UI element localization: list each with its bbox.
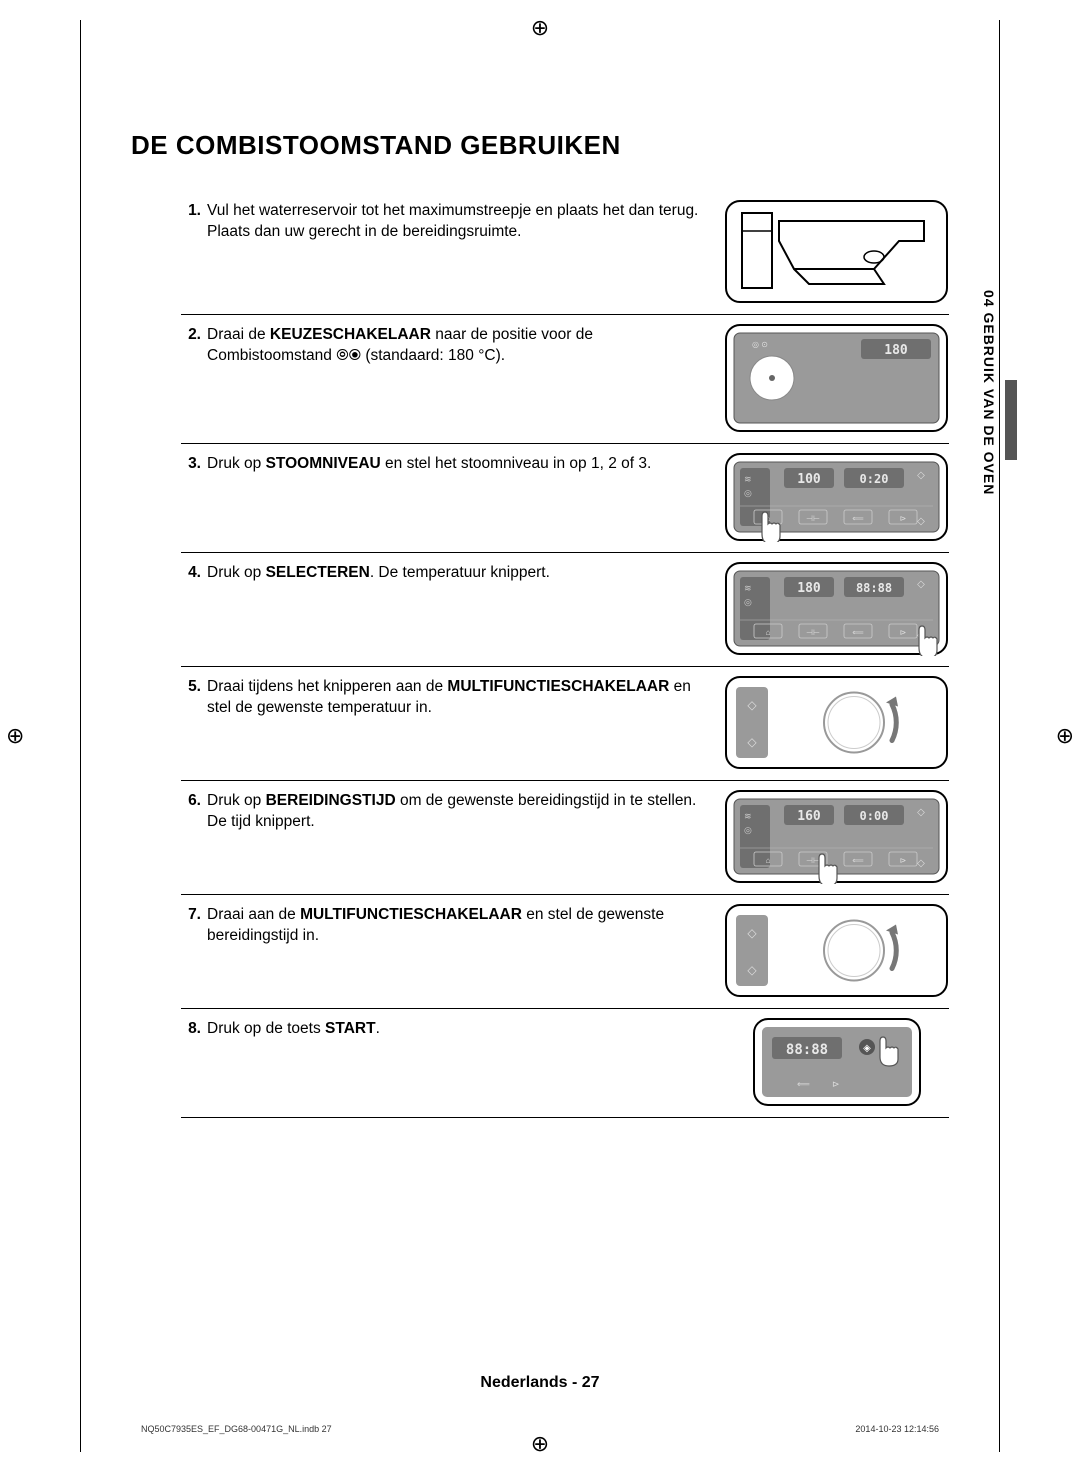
svg-text:◎ ⊙: ◎ ⊙ [752, 340, 768, 349]
svg-text:◇: ◇ [747, 963, 757, 977]
step-text: 5. Draai tijdens het knipperen aan de MU… [181, 675, 699, 770]
steps-list: 1. Vul het waterreservoir tot het maximu… [181, 191, 949, 1118]
svg-text:⊳: ⊳ [900, 628, 907, 637]
instruction-step: 2. Draai de KEUZESCHAKELAAR naar de posi… [181, 315, 949, 444]
step-text: 6. Druk op BEREIDINGSTIJD om de gewenste… [181, 789, 699, 884]
instruction-step: 4. Druk op SELECTEREN. De temperatuur kn… [181, 553, 949, 667]
svg-text:≋: ≋ [744, 583, 752, 593]
svg-text:⟸: ⟸ [797, 1079, 810, 1089]
step-text: 8. Druk op de toets START. [181, 1017, 699, 1107]
svg-text:◎: ◎ [744, 488, 752, 498]
svg-text:⊣⊢: ⊣⊢ [806, 514, 820, 523]
svg-text:160: 160 [797, 809, 821, 824]
svg-text:≋: ≋ [744, 474, 752, 484]
svg-text:◈: ◈ [863, 1043, 871, 1054]
step-illustration: ◇◇ [724, 903, 949, 998]
step-body: Draai aan de MULTIFUNCTIESCHAKELAAR en s… [207, 905, 699, 998]
step-number: 6. [181, 791, 201, 884]
svg-text:⟸: ⟸ [852, 856, 864, 865]
registration-mark-top: ⊕ [531, 15, 549, 41]
svg-text:≋: ≋ [744, 811, 752, 821]
step-illustration: ◇◇ [724, 675, 949, 770]
step-body: Druk op SELECTEREN. De temperatuur knipp… [207, 563, 699, 656]
step-number: 1. [181, 201, 201, 304]
step-text: 7. Draai aan de MULTIFUNCTIESCHAKELAAR e… [181, 903, 699, 998]
step-illustration: ≋ ◎ 160 0:00 ⌂ ⊣⊢ ⟸ ⊳ ◇ ◇ [724, 789, 949, 884]
registration-mark-left: ⊕ [6, 723, 24, 749]
chapter-tab: 04 GEBRUIK VAN DE OVEN [981, 290, 1017, 540]
svg-text:⊣⊢: ⊣⊢ [806, 628, 820, 637]
step-body: Vul het waterreservoir tot het maximumst… [207, 201, 699, 304]
step-text: 4. Druk op SELECTEREN. De temperatuur kn… [181, 561, 699, 656]
svg-text:⊳: ⊳ [900, 856, 907, 865]
step-text: 3. Druk op STOOMNIVEAU en stel het stoom… [181, 452, 699, 542]
step-body: Draai tijdens het knipperen aan de MULTI… [207, 677, 699, 770]
svg-text:⌂: ⌂ [766, 856, 771, 865]
step-number: 8. [181, 1019, 201, 1107]
svg-text:⊳: ⊳ [900, 514, 907, 523]
svg-text:⟸: ⟸ [852, 514, 864, 523]
registration-mark-bottom: ⊕ [531, 1431, 549, 1457]
svg-text:◎: ◎ [744, 597, 752, 607]
instruction-step: 6. Druk op BEREIDINGSTIJD om de gewenste… [181, 781, 949, 895]
step-body: Druk op STOOMNIVEAU en stel het stoomniv… [207, 454, 699, 542]
step-body: Druk op de toets START. [207, 1019, 699, 1107]
step-number: 7. [181, 905, 201, 998]
step-text: 1. Vul het waterreservoir tot het maximu… [181, 199, 699, 304]
step-number: 4. [181, 563, 201, 656]
instruction-step: 5. Draai tijdens het knipperen aan de MU… [181, 667, 949, 781]
svg-text:◇: ◇ [917, 858, 925, 869]
svg-text:0:00: 0:00 [860, 809, 889, 823]
svg-text:⟸: ⟸ [852, 628, 864, 637]
page-footer: Nederlands - 27 [81, 1374, 999, 1392]
instruction-step: 7. Draai aan de MULTIFUNCTIESCHAKELAAR e… [181, 895, 949, 1009]
print-meta-right: 2014-10-23 12:14:56 [855, 1424, 939, 1434]
chapter-tab-marker [1005, 380, 1017, 460]
step-illustration: ◎ ⊙ 180 [724, 323, 949, 433]
step-number: 2. [181, 325, 201, 433]
svg-text:88:88: 88:88 [785, 1042, 827, 1058]
step-text: 2. Draai de KEUZESCHAKELAAR naar de posi… [181, 323, 699, 433]
svg-text:◇: ◇ [747, 926, 757, 940]
step-illustration: ≋◎18088:88⌂⊣⊢⟸⊳◇◇ [724, 561, 949, 656]
page-title: DE COMBISTOOMSTAND GEBRUIKEN [131, 130, 949, 161]
svg-text:100: 100 [797, 472, 821, 487]
chapter-tab-label: 04 GEBRUIK VAN DE OVEN [981, 290, 997, 495]
step-illustration [724, 199, 949, 304]
instruction-step: 3. Druk op STOOMNIVEAU en stel het stoom… [181, 444, 949, 553]
svg-text:◇: ◇ [747, 698, 757, 712]
svg-text:0:20: 0:20 [860, 472, 889, 486]
svg-text:⊳: ⊳ [832, 1079, 840, 1089]
svg-text:180: 180 [884, 343, 908, 358]
step-illustration: 88:88 ◈ ⟸ ⊳ [724, 1017, 949, 1107]
svg-text:◎: ◎ [744, 825, 752, 835]
step-number: 3. [181, 454, 201, 542]
registration-mark-right: ⊕ [1056, 723, 1074, 749]
instruction-step: 1. Vul het waterreservoir tot het maximu… [181, 191, 949, 315]
step-body: Draai de KEUZESCHAKELAAR naar de positie… [207, 325, 699, 433]
manual-page: ⊕ ⊕ ⊕ ⊕ DE COMBISTOOMSTAND GEBRUIKEN 04 … [80, 20, 1000, 1452]
svg-text:◇: ◇ [917, 807, 925, 818]
print-meta-left: NQ50C7935ES_EF_DG68-00471G_NL.indb 27 [141, 1424, 332, 1434]
step-illustration: ≋◎1000:20⌂⊣⊢⟸⊳◇◇ [724, 452, 949, 542]
step-number: 5. [181, 677, 201, 770]
step-body: Druk op BEREIDINGSTIJD om de gewenste be… [207, 791, 699, 884]
svg-text:88:88: 88:88 [856, 581, 892, 595]
svg-text:◇: ◇ [917, 516, 925, 527]
svg-text:⌂: ⌂ [766, 628, 771, 637]
svg-text:180: 180 [797, 581, 821, 596]
svg-text:◇: ◇ [917, 470, 925, 481]
svg-text:◇: ◇ [747, 735, 757, 749]
svg-text:◇: ◇ [917, 579, 925, 590]
instruction-step: 8. Druk op de toets START. 88:88 ◈ ⟸ ⊳ [181, 1009, 949, 1118]
svg-text:⊣⊢: ⊣⊢ [806, 856, 820, 865]
